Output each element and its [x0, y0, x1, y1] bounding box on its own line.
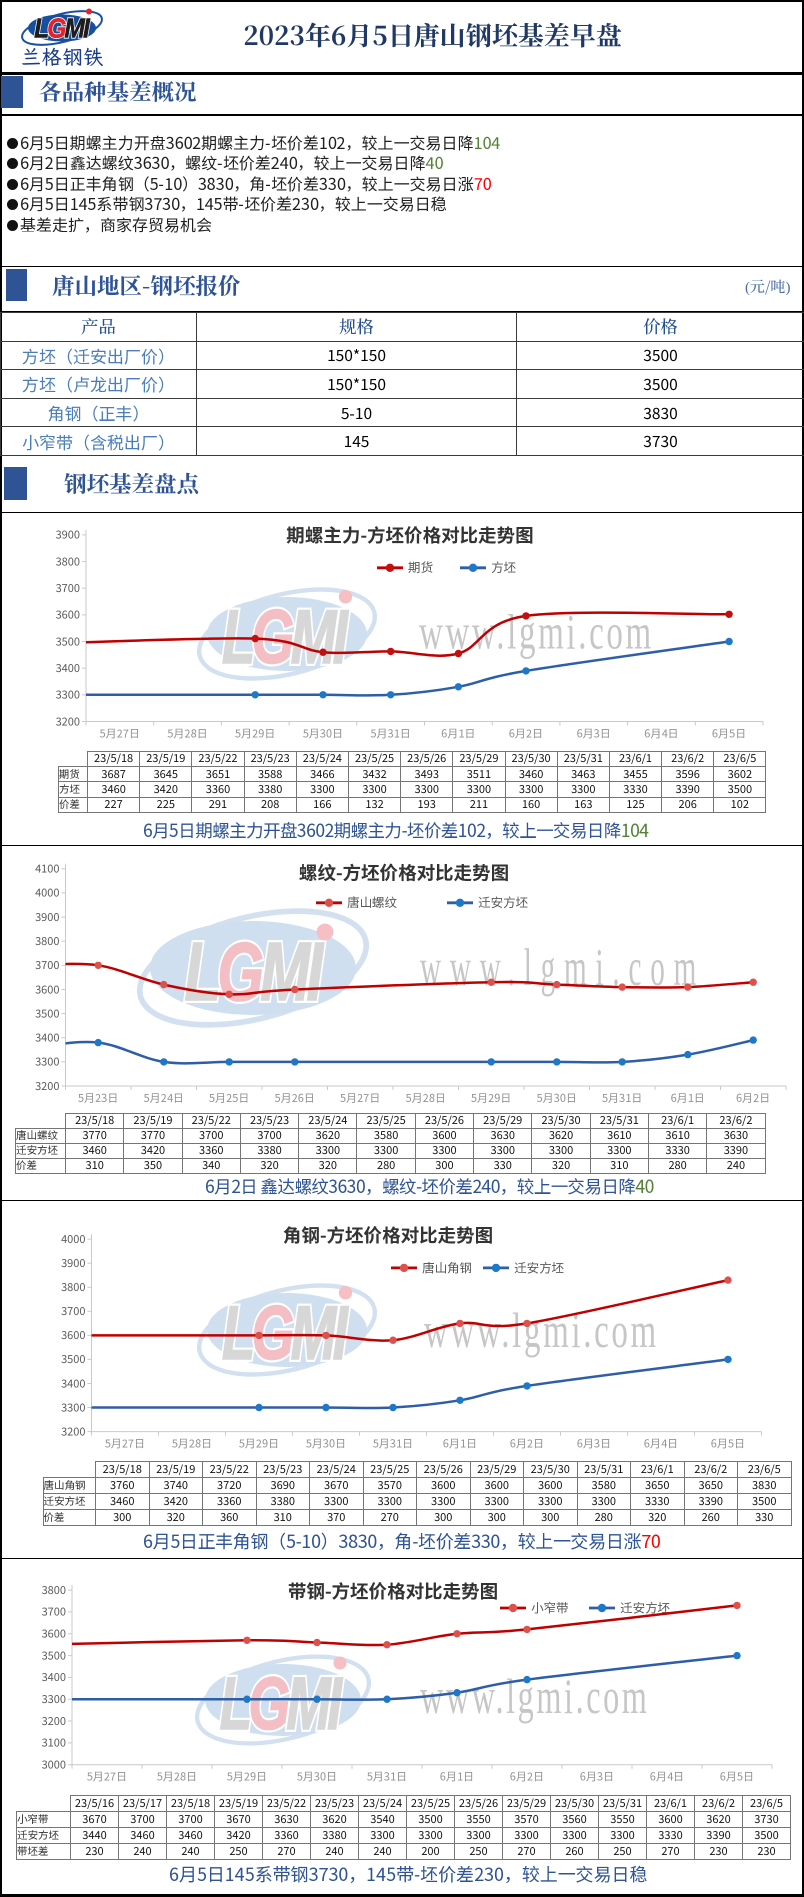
svg-text:4000: 4000 — [61, 1231, 85, 1247]
svg-text:5月30日: 5月30日 — [537, 1090, 577, 1106]
svg-text:3200: 3200 — [42, 1713, 66, 1729]
svg-text:5月29日: 5月29日 — [471, 1090, 511, 1106]
svg-text:角钢-方坯价格对比走势图: 角钢-方坯价格对比走势图 — [283, 1222, 493, 1248]
svg-text:6月4日: 6月4日 — [644, 726, 678, 742]
svg-text:3700: 3700 — [42, 1604, 66, 1620]
svg-text:5月31日: 5月31日 — [602, 1090, 642, 1106]
svg-text:3600: 3600 — [35, 981, 59, 997]
svg-text:5月27日: 5月27日 — [100, 726, 140, 742]
svg-text:5月27日: 5月27日 — [105, 1436, 145, 1452]
svg-text:3600: 3600 — [56, 607, 80, 623]
svg-text:LGMI: LGMI — [185, 927, 325, 1019]
svg-text:3300: 3300 — [42, 1691, 66, 1707]
svg-text:6月5日: 6月5日 — [720, 1769, 754, 1785]
svg-text:6月2日: 6月2日 — [510, 1769, 544, 1785]
svg-text:LGMI: LGMI — [185, 927, 325, 1019]
svg-text:迁安方坯: 迁安方坯 — [620, 1597, 671, 1616]
svg-text:小窄带: 小窄带 — [531, 1597, 569, 1616]
svg-text:LGMI: LGMI — [222, 1291, 349, 1376]
svg-text:5月29日: 5月29日 — [239, 1436, 279, 1452]
svg-text:5月25日: 5月25日 — [209, 1090, 249, 1106]
svg-text:6月5日: 6月5日 — [712, 726, 746, 742]
svg-text:3400: 3400 — [61, 1375, 85, 1391]
svg-text:5月31日: 5月31日 — [371, 726, 411, 742]
svg-text:5月30日: 5月30日 — [303, 726, 343, 742]
svg-text:3700: 3700 — [61, 1303, 85, 1319]
svg-text:5月26日: 5月26日 — [275, 1090, 315, 1106]
svg-text:6月3日: 6月3日 — [580, 1769, 614, 1785]
svg-text:迁安方坯: 迁安方坯 — [478, 892, 529, 911]
svg-text:LGMI: LGMI — [222, 1291, 349, 1376]
svg-text:6月3日: 6月3日 — [577, 726, 611, 742]
svg-text:6月4日: 6月4日 — [644, 1436, 678, 1452]
svg-text:5月23日: 5月23日 — [78, 1090, 118, 1106]
svg-text:5月30日: 5月30日 — [297, 1769, 337, 1785]
svg-text:5月31日: 5月31日 — [367, 1769, 407, 1785]
svg-text:方坯: 方坯 — [491, 557, 517, 576]
svg-text:5月29日: 5月29日 — [235, 726, 275, 742]
svg-text:6月5日: 6月5日 — [711, 1436, 745, 1452]
svg-text:6月2日: 6月2日 — [736, 1090, 770, 1106]
svg-text:3500: 3500 — [56, 633, 80, 649]
svg-text:3300: 3300 — [61, 1399, 85, 1415]
svg-text:4000: 4000 — [35, 885, 59, 901]
svg-text:6月4日: 6月4日 — [650, 1769, 684, 1785]
svg-text:3400: 3400 — [35, 1030, 59, 1046]
svg-text:3400: 3400 — [56, 660, 80, 676]
svg-text:3700: 3700 — [56, 580, 80, 596]
svg-text:5月24日: 5月24日 — [144, 1090, 184, 1106]
svg-text:5月27日: 5月27日 — [340, 1090, 380, 1106]
svg-text:5月28日: 5月28日 — [167, 726, 207, 742]
svg-text:3800: 3800 — [35, 933, 59, 949]
svg-text:6月1日: 6月1日 — [671, 1090, 705, 1106]
svg-text:唐山角钢: 唐山角钢 — [422, 1257, 472, 1276]
svg-text:www.lgmi.com: www.lgmi.com — [424, 1303, 659, 1358]
svg-text:5月29日: 5月29日 — [227, 1769, 267, 1785]
svg-text:3700: 3700 — [35, 957, 59, 973]
svg-text:5月30日: 5月30日 — [306, 1436, 346, 1452]
svg-text:5月31日: 5月31日 — [373, 1436, 413, 1452]
svg-text:3900: 3900 — [56, 527, 80, 543]
svg-text:LGMI: LGMI — [220, 1662, 344, 1745]
svg-text:螺纹-方坯价格对比走势图: 螺纹-方坯价格对比走势图 — [299, 860, 509, 886]
svg-text:期螺主力-方坯价格对比走势图: 期螺主力-方坯价格对比走势图 — [286, 522, 533, 548]
svg-text:3800: 3800 — [42, 1582, 66, 1598]
svg-text:6月2日: 6月2日 — [510, 1436, 544, 1452]
svg-text:3900: 3900 — [35, 909, 59, 925]
svg-text:5月28日: 5月28日 — [406, 1090, 446, 1106]
svg-text:6月1日: 6月1日 — [440, 1769, 474, 1785]
svg-text:3500: 3500 — [42, 1647, 66, 1663]
svg-text:迁安方坯: 迁安方坯 — [514, 1257, 565, 1276]
svg-text:3500: 3500 — [35, 1005, 59, 1021]
svg-text:5月28日: 5月28日 — [172, 1436, 212, 1452]
svg-text:3800: 3800 — [61, 1279, 85, 1295]
svg-text:3200: 3200 — [61, 1423, 85, 1439]
svg-text:3600: 3600 — [42, 1626, 66, 1642]
svg-text:3200: 3200 — [35, 1078, 59, 1094]
svg-text:4100: 4100 — [35, 861, 59, 877]
svg-text:5月27日: 5月27日 — [87, 1769, 127, 1785]
svg-text:兰格钢铁: 兰格钢铁 — [21, 43, 104, 70]
svg-text:LGMI: LGMI — [34, 12, 90, 44]
svg-text:LGMI: LGMI — [34, 12, 90, 44]
svg-text:6月2日: 6月2日 — [509, 726, 543, 742]
svg-text:3900: 3900 — [61, 1255, 85, 1271]
svg-text:6月1日: 6月1日 — [443, 1436, 477, 1452]
svg-text:唐山螺纹: 唐山螺纹 — [347, 892, 398, 911]
svg-text:3100: 3100 — [42, 1735, 66, 1751]
svg-text:6月1日: 6月1日 — [441, 726, 475, 742]
svg-text:LGMI: LGMI — [220, 1662, 344, 1745]
svg-text:3000: 3000 — [42, 1757, 66, 1773]
svg-text:3200: 3200 — [56, 713, 80, 729]
svg-text:3300: 3300 — [56, 687, 80, 703]
svg-text:3800: 3800 — [56, 553, 80, 569]
svg-text:3500: 3500 — [61, 1351, 85, 1367]
svg-text:带钢-方坯价格对比走势图: 带钢-方坯价格对比走势图 — [288, 1578, 498, 1604]
svg-text:5月28日: 5月28日 — [157, 1769, 197, 1785]
svg-text:期货: 期货 — [408, 557, 433, 576]
svg-text:3400: 3400 — [42, 1669, 66, 1685]
svg-text:3600: 3600 — [61, 1327, 85, 1343]
svg-text:6月3日: 6月3日 — [577, 1436, 611, 1452]
svg-text:3300: 3300 — [35, 1054, 59, 1070]
